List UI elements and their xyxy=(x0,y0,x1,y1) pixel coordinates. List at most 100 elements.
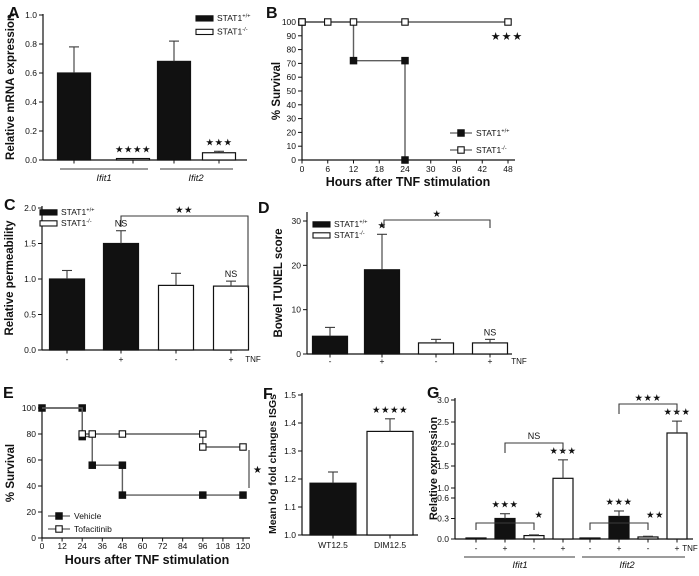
bar-G-3 xyxy=(552,477,574,540)
y-tick-label: 1.0 xyxy=(25,10,37,20)
survival-curve-0 xyxy=(42,407,243,496)
significance-annotation: NS xyxy=(484,327,497,337)
y-tick-label: 100 xyxy=(22,403,36,413)
significance-annotation: ★★ xyxy=(175,205,193,216)
x-tick-label: + xyxy=(675,543,680,553)
data-marker-open-square xyxy=(323,18,332,26)
y-axis-title: Mean log fold changes ISGs xyxy=(267,394,279,534)
y-tick-label: 10 xyxy=(287,141,297,151)
y-axis-title: % Survival xyxy=(5,444,17,502)
y-tick-label: 40 xyxy=(287,100,297,110)
data-marker-open-square xyxy=(239,443,247,451)
bar-C-1 xyxy=(102,242,140,351)
bar-D-3 xyxy=(471,342,509,355)
data-marker-filled-square xyxy=(401,56,409,65)
y-axis-title: Bowel TUNEL score xyxy=(273,228,285,337)
label-main: STAT1 xyxy=(476,145,501,155)
label-main: STAT1 xyxy=(61,218,86,228)
y-axis-title: % Survival xyxy=(271,62,283,120)
label-superscript: +/+ xyxy=(86,208,95,214)
data-marker-open-square xyxy=(118,430,127,438)
x-tick-label: DIM12.5 xyxy=(374,540,406,550)
y-tick-label: 1.3 xyxy=(284,446,296,456)
x-tick-label: + xyxy=(503,543,508,553)
y-tick-label: 1.5 xyxy=(24,239,36,249)
tnf-axis-label: TNF xyxy=(245,355,261,364)
x-tick-label: WT12.5 xyxy=(318,540,348,550)
label-main: STAT1 xyxy=(217,27,242,37)
data-marker-filled-square xyxy=(118,491,127,499)
y-tick-label: 0.8 xyxy=(25,39,37,49)
significance-annotation: NS xyxy=(528,431,541,441)
significance-annotation: ★★★ xyxy=(605,497,632,508)
x-tick-label: - xyxy=(589,543,592,553)
bar-G-4 xyxy=(579,537,601,540)
significance-bracket xyxy=(120,215,249,288)
y-tick-label: 1.0 xyxy=(437,483,449,493)
x-tick-label: - xyxy=(647,543,650,553)
significance-annotation: ★★★ xyxy=(634,393,661,404)
bar-F-0 xyxy=(309,482,357,536)
y-axis-title: Relative permeability xyxy=(4,220,16,336)
data-marker-open-square xyxy=(199,430,207,438)
bar-D-0 xyxy=(311,335,349,355)
x-tick-label: 12 xyxy=(57,541,67,551)
label-superscript: -/- xyxy=(86,219,92,225)
panel-label-F: F xyxy=(263,386,273,403)
x-tick-label: 12 xyxy=(349,164,359,174)
x-tick-label: 24 xyxy=(77,541,87,551)
x-tick-label: - xyxy=(175,354,178,364)
x-axis-title: Hours after TNF stimulation xyxy=(65,553,230,567)
x-tick-label: 6 xyxy=(325,164,330,174)
significance-annotation: NS xyxy=(225,269,238,279)
y-tick-label: 0.5 xyxy=(24,310,36,320)
x-tick-label: 84 xyxy=(178,541,188,551)
panel-label-B: B xyxy=(266,5,278,22)
legend-marker-line-filled xyxy=(55,512,63,520)
y-tick-label: 30 xyxy=(287,114,297,124)
x-tick-label: 48 xyxy=(118,541,128,551)
y-tick-label: 0.2 xyxy=(25,126,37,136)
y-tick-label: 100 xyxy=(282,17,296,27)
label-main: STAT1 xyxy=(61,207,86,217)
y-tick-label: 60 xyxy=(27,455,37,465)
group-label: Ifit1 xyxy=(512,560,527,571)
x-tick-label: 18 xyxy=(375,164,385,174)
significance-bracket xyxy=(589,522,649,530)
label-superscript: -/- xyxy=(242,27,248,33)
y-tick-label: 0.0 xyxy=(25,155,37,165)
x-tick-label: 0 xyxy=(300,164,305,174)
y-tick-label: 1.4 xyxy=(284,418,296,428)
x-tick-label: 48 xyxy=(503,164,513,174)
x-tick-label: + xyxy=(561,543,566,553)
y-tick-label: 1.0 xyxy=(24,274,36,284)
y-tick-label: 1.1 xyxy=(284,502,296,512)
bar-A-0 xyxy=(56,72,92,161)
data-marker-open-square xyxy=(349,18,358,26)
y-tick-label: 30 xyxy=(292,216,302,226)
legend-swatch-bar-open xyxy=(39,220,58,227)
data-marker-filled-square xyxy=(401,156,409,164)
panel-label-E: E xyxy=(3,385,14,402)
panel-label-G: G xyxy=(427,385,439,402)
legend-swatch-bar-filled xyxy=(195,15,214,22)
bar-D-2 xyxy=(417,342,455,355)
legend-label: Tofacitinib xyxy=(74,524,112,534)
x-tick-label: 96 xyxy=(198,541,208,551)
panel-E: E % Survival 0 20 40 60 80 100 ★ 0 12 24 36 48 60 72 84 9… xyxy=(3,385,262,567)
significance-annotation: ★★★ xyxy=(491,30,524,43)
legend-marker-line-open xyxy=(457,146,465,154)
y-tick-label: 2.0 xyxy=(437,439,449,449)
legend-label: STAT1-/- xyxy=(61,218,92,228)
data-marker-filled-square xyxy=(239,491,247,499)
tnf-axis-label: TNF xyxy=(511,357,527,366)
x-tick-label: - xyxy=(435,356,438,366)
legend-label: Vehicle xyxy=(74,511,102,521)
legend-swatch-bar-open xyxy=(312,232,331,239)
y-tick-label: 0 xyxy=(296,349,301,359)
